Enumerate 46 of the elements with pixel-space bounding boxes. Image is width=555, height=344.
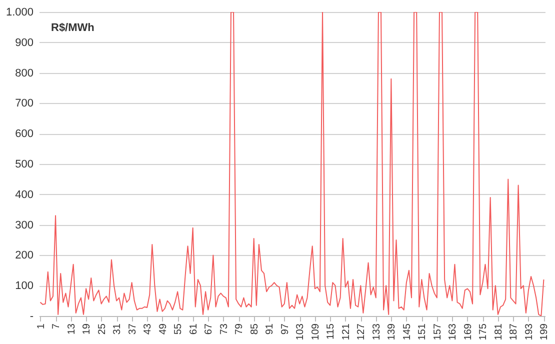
x-tick-label: 55 <box>173 323 184 335</box>
y-tick-label: 600 <box>15 128 34 140</box>
y-axis-title: R$/MWh <box>51 22 95 34</box>
x-tick-label: 37 <box>127 323 138 335</box>
y-tick-label: 200 <box>15 250 34 262</box>
x-tick-label: 133 <box>371 323 382 340</box>
x-tick-label: 103 <box>295 323 306 340</box>
x-tick-label: 25 <box>96 323 108 335</box>
x-tick-label: 7 <box>51 323 62 330</box>
x-tick-label: 109 <box>310 323 322 340</box>
x-tick-label: 181 <box>493 323 504 340</box>
y-tick-label: 500 <box>15 158 34 170</box>
x-tick-label: 61 <box>188 323 200 335</box>
x-tick-label: 145 <box>402 323 413 340</box>
y-tick-label: 1.000 <box>6 6 34 18</box>
x-tick-label: 115 <box>326 323 337 340</box>
y-tick-label: 900 <box>15 36 34 49</box>
x-tick-label: 13 <box>66 323 78 335</box>
y-tick-label: - <box>30 310 34 322</box>
x-tick-label: 43 <box>142 323 154 335</box>
y-tick-label: 800 <box>15 67 34 80</box>
x-tick-label: 19 <box>82 323 93 335</box>
y-tick-label: 300 <box>15 219 34 232</box>
x-tick-label: 31 <box>112 323 124 335</box>
x-tick-label: 97 <box>280 323 291 335</box>
x-tick-label: 193 <box>524 323 535 340</box>
x-tick-label: 1 <box>36 323 47 330</box>
y-tick-label: 100 <box>15 280 34 292</box>
x-tick-label: 199 <box>539 323 550 340</box>
x-tick-label: 79 <box>234 323 246 335</box>
x-tick-label: 127 <box>356 323 368 340</box>
x-tick-label: 67 <box>204 323 215 335</box>
x-tick-label: 187 <box>508 323 520 340</box>
x-tick-label: 73 <box>218 323 230 335</box>
x-tick-label: 169 <box>462 323 474 340</box>
y-tick-label: 700 <box>15 98 34 110</box>
x-tick-label: 139 <box>386 323 398 340</box>
x-tick-label: 151 <box>417 323 428 340</box>
y-tick-label: 400 <box>15 188 34 201</box>
x-tick-label: 163 <box>448 323 459 340</box>
x-tick-label: 91 <box>264 323 276 335</box>
x-tick-label: 121 <box>340 323 352 340</box>
x-tick-label: 175 <box>478 323 490 340</box>
x-tick-label: 85 <box>249 323 260 335</box>
x-tick-label: 157 <box>432 323 444 340</box>
x-tick-label: 49 <box>158 323 169 335</box>
